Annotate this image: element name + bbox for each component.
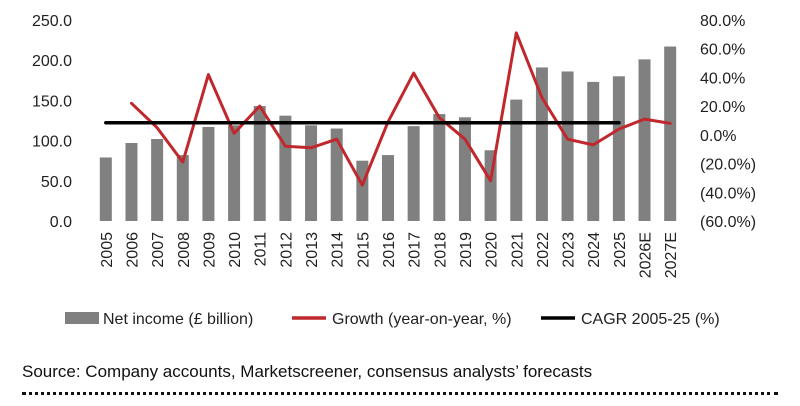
x-tick-label: 2016 (381, 232, 398, 268)
legend: Net income (£ billion) Growth (year-on-ye… (65, 311, 720, 328)
net-income-bar (382, 155, 394, 221)
net-income-bar (535, 67, 548, 221)
x-tick-label: 2015 (355, 232, 372, 268)
net-income-bar (433, 114, 446, 221)
left-tick-label: 50.0 (41, 174, 72, 191)
x-tick-label: 2020 (484, 232, 501, 268)
legend-swatch-bar (65, 312, 99, 324)
net-income-bar (125, 143, 138, 221)
right-tick-label: 80.0% (700, 13, 745, 30)
net-income-bar (638, 59, 651, 222)
legend-label: Net income (£ billion) (103, 311, 253, 328)
right-tick-label: 60.0% (700, 42, 745, 59)
left-tick-label: 150.0 (32, 93, 72, 110)
x-tick-label: 2022 (535, 232, 552, 268)
line-series (104, 31, 672, 187)
left-y-axis: 0.0 50.0 100.0 150.0 200.0 250.0 (32, 13, 72, 231)
left-tick-label: 100.0 (32, 134, 72, 151)
left-tick-label: 200.0 (32, 53, 72, 70)
dotted-divider (22, 392, 778, 395)
x-tick-label: 2018 (432, 232, 449, 268)
x-tick-label: 2019 (458, 232, 475, 268)
x-tick-label: 2026E (638, 232, 655, 278)
x-tick-label: 2021 (509, 232, 526, 268)
x-tick-label: 2009 (201, 232, 218, 268)
net-income-bar (664, 46, 677, 222)
legend-label: Growth (year-on-year, %) (332, 311, 512, 328)
net-income-bar (458, 117, 471, 221)
left-tick-label: 250.0 (32, 13, 72, 30)
x-tick-label: 2005 (99, 232, 116, 268)
net-income-bar (176, 155, 189, 221)
x-tick-label: 2013 (304, 232, 321, 268)
net-income-bar (407, 126, 420, 221)
net-income-bar (356, 160, 369, 221)
right-tick-label: 40.0% (700, 70, 745, 87)
net-income-bar (561, 71, 574, 222)
right-y-axis: (60.0%) (40.0%) (20.0%) 0.0% 20.0% 40.0% 60.0%… (700, 13, 756, 231)
x-tick-label: 2010 (227, 232, 244, 268)
x-tick-label: 2017 (407, 232, 424, 268)
x-tick-label: 2006 (124, 232, 141, 268)
x-tick-label: 2024 (586, 232, 603, 268)
right-tick-label: 0.0% (700, 128, 736, 145)
net-income-bar (99, 157, 112, 221)
right-tick-label: (40.0%) (700, 185, 756, 202)
left-tick-label: 0.0 (50, 214, 72, 231)
x-tick-label: 2027E (663, 232, 680, 278)
net-income-bar (151, 138, 164, 221)
x-tick-label: 2023 (561, 232, 578, 268)
legend-label: CAGR 2005-25 (%) (581, 311, 720, 328)
net-income-bars (99, 46, 677, 222)
chart: 0.0 50.0 100.0 150.0 200.0 250.0 (60.0%) (40.0… (32, 13, 756, 328)
net-income-bar (305, 125, 318, 221)
source-note: Source: Company accounts, Marketscreener… (22, 362, 593, 381)
net-income-bar (279, 115, 292, 221)
net-income-bar (202, 126, 215, 221)
right-tick-label: 20.0% (700, 99, 745, 116)
x-tick-label: 2011 (253, 232, 270, 267)
right-tick-label: (60.0%) (700, 214, 756, 231)
x-tick-label: 2012 (278, 232, 295, 268)
x-tick-label: 2025 (612, 232, 629, 268)
net-income-bar (253, 106, 266, 221)
x-tick-label: 2007 (150, 232, 167, 268)
net-income-bar (330, 128, 343, 221)
net-income-bar (587, 81, 600, 222)
x-axis-labels: 2005 2006 2007 2008 2009 2010 2011 2012 2013 2014… (99, 232, 680, 278)
net-income-bar (510, 99, 523, 221)
growth-line (130, 31, 672, 187)
right-tick-label: (20.0%) (700, 157, 756, 174)
net-income-bar (612, 76, 625, 221)
x-tick-label: 2008 (176, 232, 193, 268)
net-income-bar (228, 125, 241, 221)
x-tick-label: 2014 (330, 232, 347, 268)
